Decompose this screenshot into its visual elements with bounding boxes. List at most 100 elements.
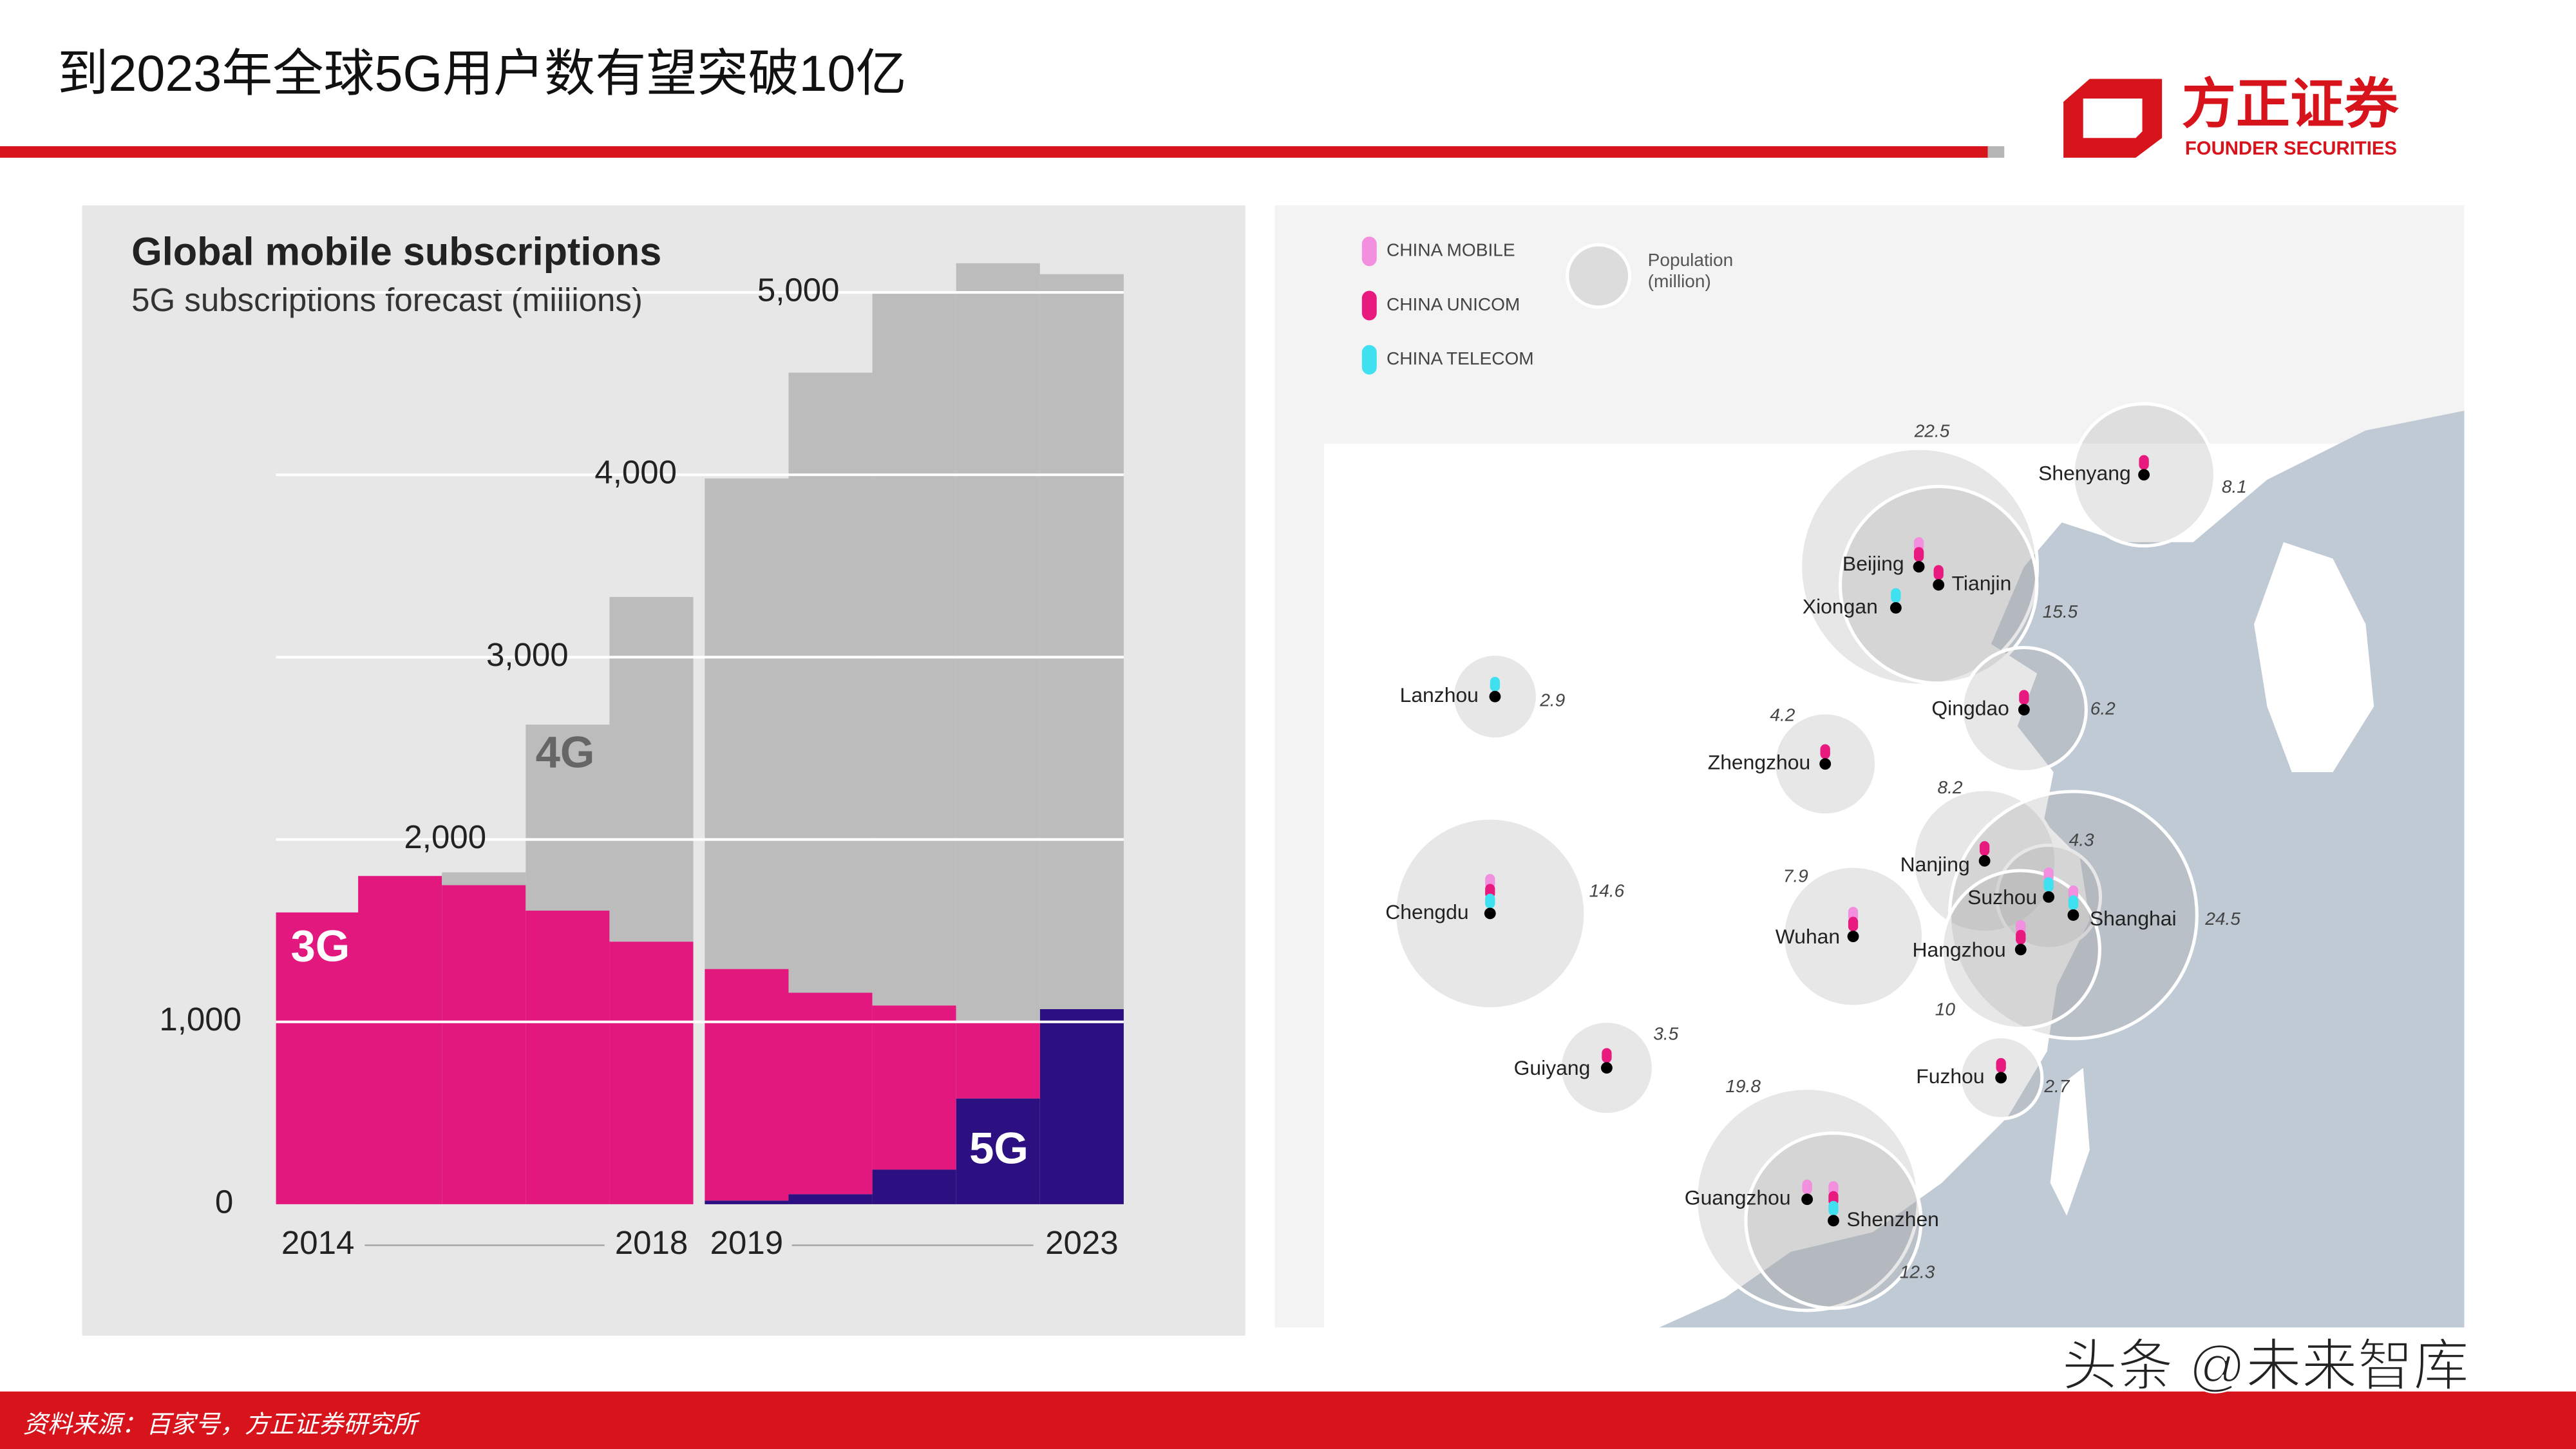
header-rule-end xyxy=(1987,146,2005,158)
carrier-pill xyxy=(1828,1200,1839,1216)
y-tick-label: 1,000 xyxy=(159,1001,242,1037)
population-label: 15.5 xyxy=(2043,601,2078,621)
bar-segment xyxy=(609,596,694,942)
city-name: Xiongan xyxy=(1803,594,1878,618)
city-name: Fuzhou xyxy=(1916,1065,1984,1088)
city-name: Tianjin xyxy=(1952,572,2012,595)
peninsula xyxy=(2254,542,2374,772)
city-name: Lanzhou xyxy=(1400,683,1479,706)
carrier-pill xyxy=(1490,677,1501,692)
population-label: 22.5 xyxy=(1914,421,1950,440)
logo-cn: 方正证券 xyxy=(2182,74,2400,135)
island xyxy=(2050,1068,2090,1216)
carrier-pill xyxy=(2019,690,2029,705)
city-name: Shenyang xyxy=(2038,462,2131,485)
bar-segment xyxy=(358,876,442,1204)
bar-segment xyxy=(872,292,956,1006)
legend-label: CHINA MOBILE xyxy=(1387,240,1515,260)
slide-title: 到2023年全球5G用户数有望突破10亿 xyxy=(57,44,906,102)
population-label: 10 xyxy=(1935,999,1956,1019)
population-key xyxy=(1566,243,1632,309)
footer-source: 资料来源：百家号，方正证券研究所 xyxy=(23,1410,421,1438)
legend-label: CHINA TELECOM xyxy=(1387,348,1534,368)
city-name: Shenzhen xyxy=(1846,1208,1939,1231)
watermark: 头条 @未来智库 xyxy=(2062,1334,2469,1397)
map: Population (million) CHINA MOBILE CHINA U… xyxy=(1324,236,2465,1328)
logo-en: FOUNDER SECURITIES xyxy=(2185,138,2397,159)
y-tick-label: 3,000 xyxy=(486,636,569,673)
population-label: 4.2 xyxy=(1770,705,1795,725)
carrier-pill xyxy=(1802,1179,1812,1195)
logo-mark xyxy=(2063,79,2163,158)
city-name: Qingdao xyxy=(1931,696,2009,719)
footer-band xyxy=(0,1391,2576,1449)
population-label: 2.9 xyxy=(1539,690,1565,710)
header-rule xyxy=(0,146,1988,158)
bar-segment xyxy=(788,992,873,1195)
y-tick-label: 2,000 xyxy=(404,819,486,855)
y-tick-label: 5,000 xyxy=(757,272,840,308)
bar-segment xyxy=(705,478,789,969)
population-label: 3.5 xyxy=(1653,1024,1678,1044)
city-name: Nanjing xyxy=(1900,853,1970,876)
city-name: Chengdu xyxy=(1385,900,1468,923)
city-markers xyxy=(1484,455,2150,1227)
bar-segment xyxy=(872,1170,956,1204)
population-label: 8.2 xyxy=(1938,777,1963,797)
city-dot xyxy=(2043,891,2055,903)
city-dot xyxy=(2014,943,2027,956)
population-label: 6.2 xyxy=(2090,698,2116,718)
city-name: Wuhan xyxy=(1776,925,1840,948)
city-dot xyxy=(1801,1193,1814,1206)
carrier-pill xyxy=(2016,929,2026,945)
chart-title: Global mobile subscriptions xyxy=(131,230,661,274)
city-dot xyxy=(1913,561,1925,573)
carrier-pill xyxy=(2068,895,2079,911)
population-label: 19.8 xyxy=(1725,1076,1761,1096)
bar-segment xyxy=(705,969,789,1201)
carrier-pill xyxy=(1602,1048,1612,1063)
y-tick-label: 0 xyxy=(215,1183,233,1220)
x-tick-label: 2018 xyxy=(615,1224,688,1261)
city-name: Suzhou xyxy=(1967,886,2037,909)
bar-segment xyxy=(526,724,610,911)
carrier-pill xyxy=(2139,455,2149,470)
legend-swatch xyxy=(1361,345,1377,375)
bar-segment xyxy=(442,872,526,886)
city-name: Guiyang xyxy=(1514,1056,1591,1079)
bar-segment xyxy=(956,263,1040,1022)
city-dot xyxy=(2018,704,2030,715)
city-dot xyxy=(1889,601,1902,614)
population-label: 4.3 xyxy=(2069,830,2094,850)
bar-segment xyxy=(788,372,873,993)
x-tick-label: 2023 xyxy=(1045,1224,1119,1261)
city-dot xyxy=(1933,579,1945,591)
bar-segment xyxy=(526,911,610,1204)
series-label: 5G xyxy=(969,1123,1028,1173)
x-tick-label: 2014 xyxy=(281,1224,355,1261)
bar-segment xyxy=(442,885,526,1204)
city-name: Hangzhou xyxy=(1912,938,2005,961)
bar-segment xyxy=(956,1098,1040,1204)
city-dot xyxy=(1489,690,1501,703)
bar-segment xyxy=(705,1200,789,1204)
city-name: Shanghai xyxy=(2090,907,2177,930)
carrier-pill xyxy=(1996,1057,2006,1073)
city-dot xyxy=(2067,909,2079,921)
city-dot xyxy=(1484,907,1496,920)
city-name: Beijing xyxy=(1842,552,1904,575)
city-dot xyxy=(1828,1215,1839,1227)
bar-segment xyxy=(1039,274,1124,1009)
carrier-pill xyxy=(1820,744,1830,759)
city-name: Guangzhou xyxy=(1685,1186,1791,1209)
population-label: 24.5 xyxy=(2204,909,2240,929)
population-unit: (million) xyxy=(1648,271,1711,291)
carrier-pill xyxy=(1913,547,1924,562)
carrier-pill xyxy=(1848,916,1859,932)
population-label: 8.1 xyxy=(2222,477,2247,497)
series-label: 4G xyxy=(536,728,595,777)
carrier-pill xyxy=(1979,841,1990,857)
carrier-pill xyxy=(2043,877,2054,893)
population-label: 2.7 xyxy=(2043,1076,2070,1096)
